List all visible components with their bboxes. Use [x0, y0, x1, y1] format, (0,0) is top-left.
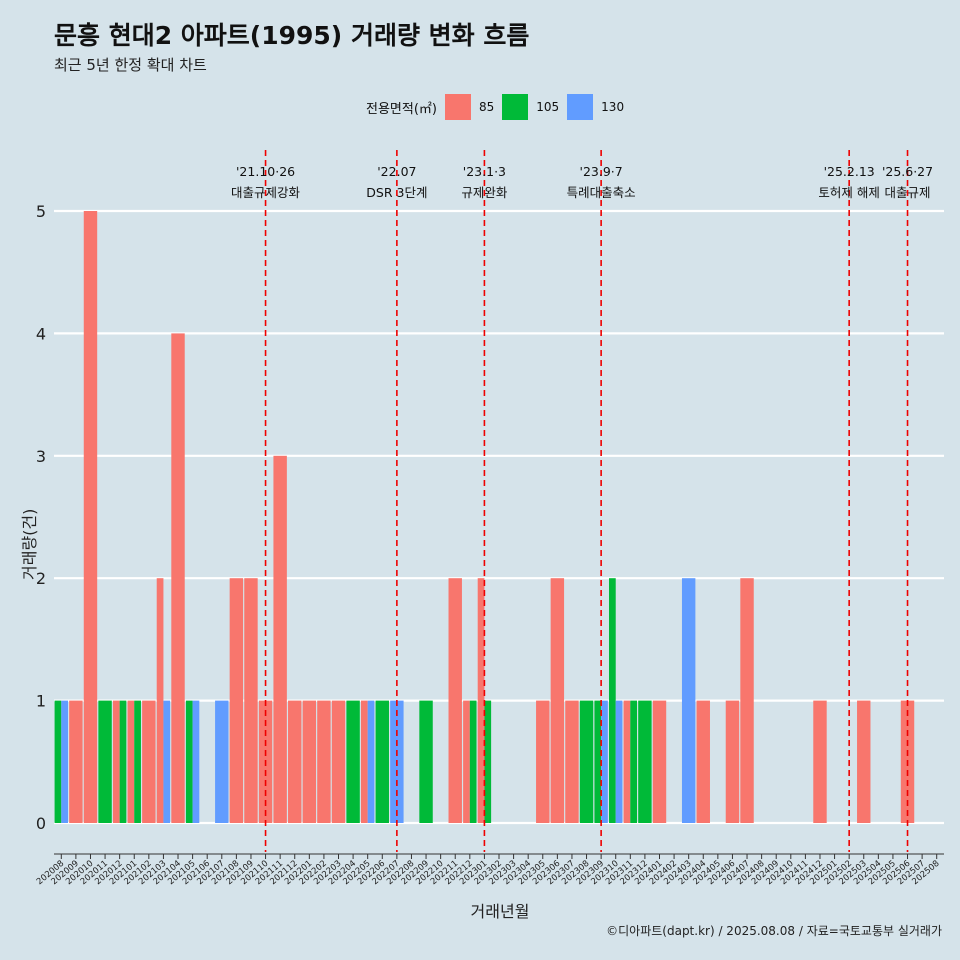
event-date-0: '21.10·26: [236, 164, 295, 179]
legend-swatch-105: [502, 94, 529, 120]
bar-130-202008: [61, 700, 69, 823]
bar-105-202012: [119, 700, 127, 823]
bar-85-202305: [536, 700, 550, 823]
bar-105-202008: [54, 700, 62, 823]
bar-130-202107: [215, 700, 229, 823]
event-label-4: 토허제 해제: [818, 185, 879, 200]
bar-85-202212: [463, 700, 470, 823]
event-date-2: '23.1·3: [463, 164, 506, 179]
bar-85-202307: [565, 700, 579, 823]
bar-130-202309: [601, 700, 608, 823]
bar-85-202306: [550, 578, 565, 823]
legend-swatch-85: [444, 94, 471, 120]
bar-105-202209: [419, 700, 433, 823]
legend-label-130: 130: [601, 100, 625, 114]
bar-85-202401: [652, 700, 667, 823]
bar-85-202009: [69, 700, 83, 823]
bar-105-202311: [630, 700, 638, 823]
bar-105-202309: [594, 700, 602, 823]
event-date-4: '25.2.13: [824, 164, 875, 179]
event-date-1: '22.07: [377, 164, 416, 179]
bar-105-202105: [185, 700, 193, 823]
bar-105-202308: [579, 700, 594, 823]
event-label-3: 특례대출축소: [567, 185, 636, 200]
bar-85-202406: [725, 700, 740, 823]
bar-85-202412: [813, 700, 827, 823]
bar-105-202212: [469, 700, 477, 823]
bar-105-202301: [484, 700, 492, 823]
bar-85-202203: [331, 700, 346, 823]
bar-85-202202: [317, 700, 331, 823]
legend-item-85: 85: [444, 94, 495, 120]
bar-85-202407: [740, 578, 754, 823]
event-label-0: 대출규제강화: [231, 185, 301, 200]
event-label-1: DSR 3단계: [366, 185, 427, 200]
y-tick-label-4: 4: [36, 324, 46, 343]
bar-130-202310: [615, 700, 623, 823]
bar-130-202105: [192, 700, 200, 823]
bar-130-202103: [163, 700, 171, 823]
bar-85-202101: [127, 700, 135, 823]
x-axis-label: 거래년월: [470, 902, 530, 921]
y-tick-label-5: 5: [36, 202, 46, 221]
chart-title: 문흥 현대2 아파트(1995) 거래량 변화 흐름: [54, 21, 530, 50]
y-tick-label-2: 2: [36, 569, 46, 588]
bar-85-202010: [83, 211, 98, 823]
bar-85-202311: [623, 700, 631, 823]
legend-swatch-130: [567, 94, 594, 120]
bar-85-202205: [360, 700, 368, 823]
bar-85-202111: [273, 455, 287, 823]
bar-85-202112: [288, 700, 302, 823]
bar-85-202012: [112, 700, 120, 823]
bar-130-202205: [367, 700, 375, 823]
bar-85-202404: [696, 700, 710, 823]
chart-subtitle: 최근 5년 한정 확대 차트: [54, 56, 207, 74]
bar-85-202301: [477, 578, 485, 823]
y-tick-label-3: 3: [36, 447, 46, 466]
bar-85-202103: [156, 578, 164, 823]
bar-85-202503: [857, 700, 871, 823]
bar-105-202011: [98, 700, 112, 823]
event-date-3: '23.9·7: [580, 164, 623, 179]
legend-label-105: 105: [536, 100, 560, 114]
legend-title: 전용면적(㎡): [366, 101, 437, 117]
event-label-5: 대출규제: [885, 185, 931, 200]
bar-85-202108: [229, 578, 244, 823]
legend-item-130: 130: [567, 94, 624, 120]
legend: 전용면적(㎡) 85 105 130: [366, 94, 632, 120]
y-tick-label-1: 1: [36, 692, 46, 711]
bar-105-202310: [609, 578, 616, 823]
y-tick-label-0: 0: [36, 814, 46, 833]
bar-130-202403: [681, 578, 696, 823]
bar-85-202104: [171, 333, 185, 823]
bar-85-202201: [302, 700, 317, 823]
legend-item-105: 105: [502, 94, 559, 120]
y-axis-label: 거래량(건): [20, 508, 39, 580]
event-date-5: '25.6·27: [882, 164, 933, 179]
bar-85-202102: [142, 700, 156, 823]
bar-105-202312: [638, 700, 652, 823]
bar-105-202101: [134, 700, 141, 823]
bar-85-202109: [244, 578, 258, 823]
bar-105-202206: [375, 700, 389, 823]
legend-label-85: 85: [478, 100, 495, 114]
bar-105-202204: [346, 700, 360, 823]
bar-85-202211: [448, 578, 462, 823]
event-label-2: 규제완화: [461, 185, 508, 200]
caption: ©디아파트(dapt.kr) / 2025.08.08 / 자료=국토교통부 실…: [606, 924, 942, 938]
